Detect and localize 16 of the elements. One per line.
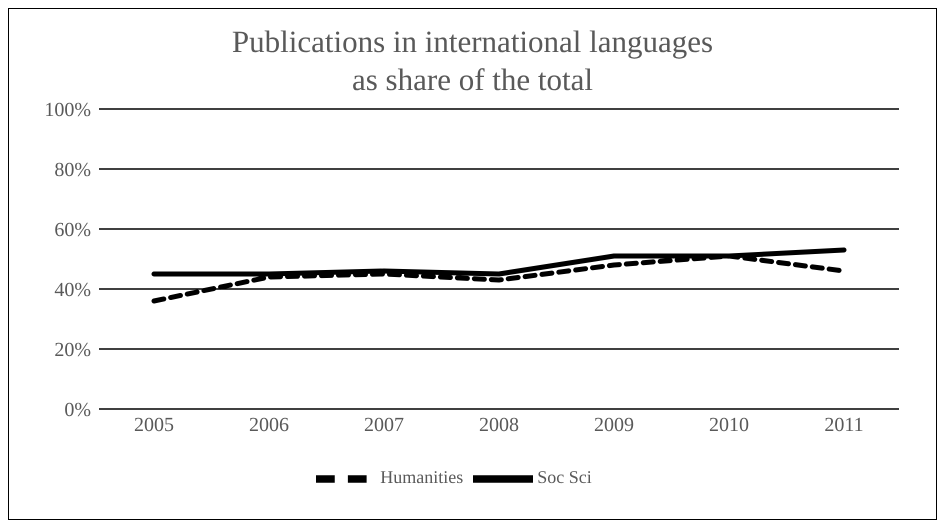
- legend-label: Soc Sci: [537, 467, 592, 488]
- x-tick-label: 2011: [824, 414, 864, 436]
- y-tick-label: 20%: [54, 339, 91, 362]
- x-tick-label: 2009: [594, 414, 634, 436]
- x-tick-label: 2005: [134, 414, 174, 436]
- x-tick-label: 2007: [364, 414, 404, 436]
- x-tick-label: 2010: [709, 414, 749, 436]
- legend-label: Humanities: [380, 467, 464, 488]
- y-tick-label: 80%: [54, 159, 91, 182]
- y-tick-label: 60%: [54, 219, 91, 242]
- x-tick-label: 2008: [479, 414, 519, 436]
- x-tick-label: 2006: [249, 414, 289, 436]
- chart-title: Publications in international languages as share of the total: [230, 23, 714, 99]
- y-tick-label: 40%: [54, 279, 91, 302]
- y-tick-label: 0%: [64, 399, 91, 422]
- y-tick-label: 100%: [44, 99, 91, 122]
